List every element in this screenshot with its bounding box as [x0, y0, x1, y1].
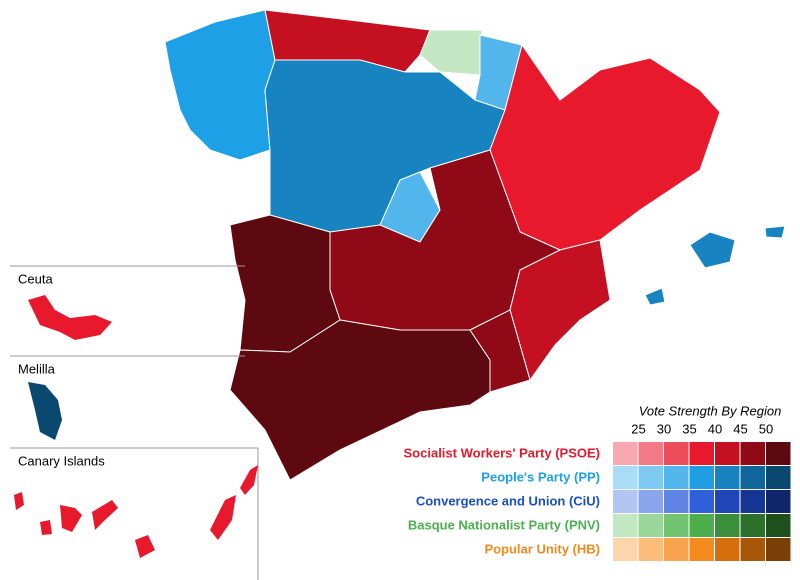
melilla [28, 382, 62, 440]
swatch [664, 490, 689, 513]
ceuta [28, 295, 112, 340]
island [210, 495, 236, 540]
party-name: Popular Unity (HB) [484, 541, 600, 556]
scale-label: 45 [733, 421, 747, 436]
swatch [664, 538, 689, 561]
swatch [689, 466, 714, 489]
swatch [740, 466, 765, 489]
swatch [638, 538, 663, 561]
swatch [740, 514, 765, 537]
island [40, 520, 52, 535]
inset-label: Melilla [18, 361, 56, 376]
island [14, 492, 24, 510]
scale-label: 25 [631, 421, 645, 436]
swatch [613, 538, 638, 561]
legend: Vote Strength By Region 25 30 35 40 45 50 Soci… [404, 403, 791, 561]
party-name: Socialist Workers' Party (PSOE) [404, 445, 600, 460]
swatch [689, 514, 714, 537]
swatch [638, 442, 663, 465]
island [60, 505, 82, 532]
party-name: People's Party (PP) [481, 469, 600, 484]
scale-label: 30 [657, 421, 671, 436]
swatch [715, 490, 740, 513]
swatch [715, 514, 740, 537]
aragon-catalonia [489, 43, 721, 251]
scale-label: 35 [682, 421, 696, 436]
swatch [664, 514, 689, 537]
island [240, 465, 258, 495]
swatch [689, 538, 714, 561]
andalusia [229, 319, 491, 481]
swatch [613, 442, 638, 465]
swatch [766, 442, 791, 465]
swatch [715, 466, 740, 489]
party-name: Basque Nationalist Party (PNV) [408, 517, 600, 532]
swatch [613, 466, 638, 489]
swatch [613, 490, 638, 513]
legend-title: Vote Strength By Region [639, 403, 782, 418]
swatch [664, 466, 689, 489]
insets: Ceuta Melilla Canary Islands [10, 265, 259, 580]
swatch [740, 490, 765, 513]
island [92, 500, 118, 530]
swatch [766, 466, 791, 489]
galicia [164, 9, 276, 161]
valencia [509, 239, 611, 382]
swatch [638, 490, 663, 513]
swatch [638, 514, 663, 537]
scale-label: 40 [708, 421, 722, 436]
basque-country [419, 29, 483, 76]
swatch [740, 442, 765, 465]
spain-regions [164, 9, 786, 481]
inset-label: Ceuta [18, 271, 53, 286]
canary-islands [14, 465, 258, 558]
inset-border [10, 447, 259, 580]
swatch [689, 490, 714, 513]
swatch [766, 538, 791, 561]
island [135, 535, 155, 558]
mallorca [689, 231, 736, 269]
swatch [740, 538, 765, 561]
swatch [664, 442, 689, 465]
swatch [638, 466, 663, 489]
swatch [613, 514, 638, 537]
swatch [689, 442, 714, 465]
party-name: Convergence and Union (CiU) [416, 493, 600, 508]
scale-label: 50 [759, 421, 773, 436]
ibiza [644, 287, 666, 306]
swatch [766, 490, 791, 513]
murcia [469, 309, 531, 393]
swatch [715, 442, 740, 465]
swatch [715, 538, 740, 561]
inset-label: Canary Islands [18, 453, 105, 468]
swatch [766, 514, 791, 537]
menorca [764, 225, 786, 239]
